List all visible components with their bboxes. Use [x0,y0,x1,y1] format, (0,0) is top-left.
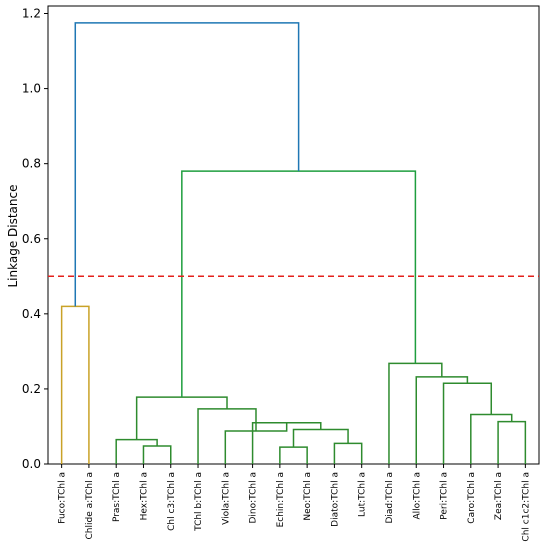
leaf-label: Dino:TChl a [249,472,259,524]
leaf-label: Chl c1c2:TChl a [521,472,531,542]
y-tick-label: 0.2 [22,382,41,396]
dendrogram-link [279,446,308,464]
leaf-label: Diato:TChl a [330,472,340,527]
leaf-label: Chlide a:TChl a [85,472,95,539]
leaf-label: Neo:TChl a [303,472,313,521]
dendrogram-link [197,408,257,464]
leaf-label: Pras:TChl a [112,472,122,522]
y-tick-label: 0.8 [22,157,41,171]
leaf-label: Fuco:TChl a [58,472,68,524]
plot-frame [47,5,540,465]
leaf-label: Allo:TChl a [412,472,422,520]
dendrogram-link [415,376,469,464]
leaf-label: Peri:TChl a [440,472,450,520]
leaf-label: Lut:TChl a [358,472,368,517]
leaf-label: Zea:TChl a [494,472,504,520]
dendrogram-link [60,305,90,464]
dendrogram-link [470,413,513,464]
leaf-label: Echin:TChl a [276,472,286,527]
y-tick-label: 0.0 [22,457,41,471]
leaf-label: Viola:TChl a [221,472,231,525]
dendrogram-link [442,382,493,464]
dendrogram-link [135,396,228,440]
dendrogram-link [333,442,363,464]
axes-layer [44,5,540,468]
y-axis-label: Linkage Distance [6,184,20,287]
y-tick-label: 1.0 [22,82,41,96]
y-tick-label: 0.6 [22,232,41,246]
dendrogram-link [224,422,288,464]
y-tick-label: 0.4 [22,307,41,321]
leaf-label: Chl c3:TChl a [167,472,177,531]
dendrogram-link [497,420,527,464]
dendrogram-link [388,362,443,464]
dendrogram-link [115,438,158,464]
dendrogram-link [292,428,349,448]
dendrogram-links [60,22,527,464]
leaf-label: Hex:TChl a [139,472,149,520]
tick-labels: 0.0 0.2 0.4 0.6 0.8 1.0 1.2 Fuco:TChl a Chlide a… [22,7,531,542]
leaf-label: Diad:TChl a [385,472,395,524]
leaf-label: Caro:TChl a [467,472,477,524]
leaf-label: TChl b:TChl a [194,472,204,532]
y-tick-label: 1.2 [22,7,41,21]
dendrogram-link [142,445,172,464]
dendrogram-link [181,170,417,398]
dendrogram-link [74,22,300,307]
